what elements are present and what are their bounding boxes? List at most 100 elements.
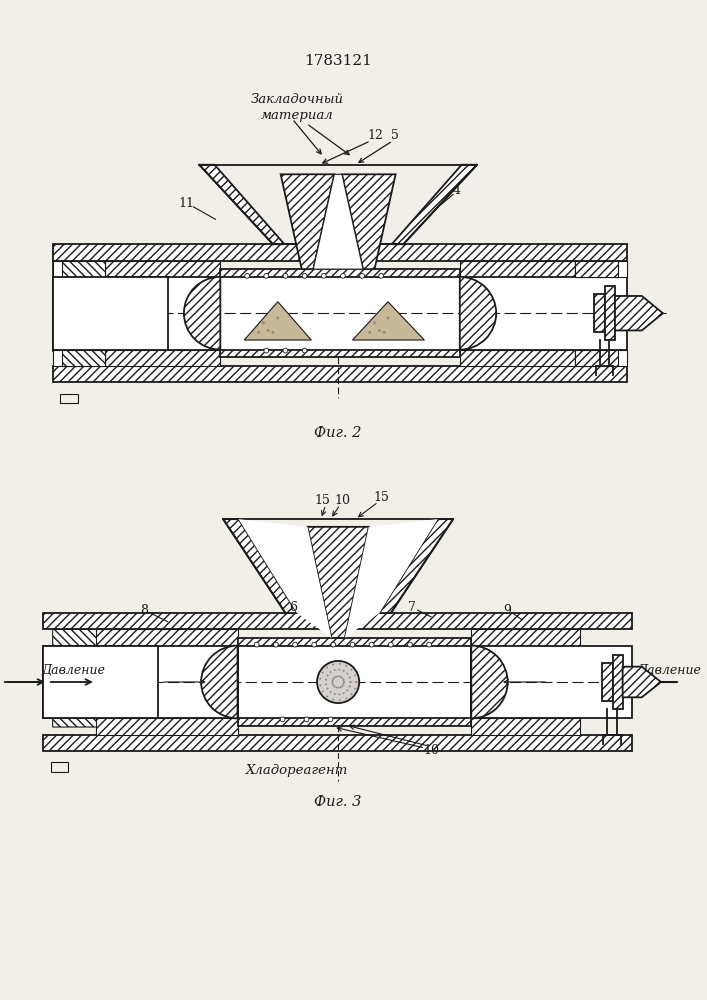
Polygon shape — [53, 277, 221, 350]
Wedge shape — [472, 646, 508, 718]
Text: 9: 9 — [504, 604, 512, 617]
Circle shape — [334, 686, 336, 688]
Polygon shape — [244, 302, 311, 340]
Circle shape — [373, 321, 376, 324]
Circle shape — [349, 686, 351, 687]
Polygon shape — [238, 718, 472, 726]
Circle shape — [378, 329, 381, 332]
Bar — [51, 762, 68, 772]
Polygon shape — [308, 527, 369, 638]
Circle shape — [322, 691, 324, 693]
Circle shape — [339, 663, 341, 665]
Polygon shape — [43, 735, 632, 751]
Polygon shape — [615, 296, 663, 330]
Polygon shape — [105, 350, 221, 366]
Text: 12: 12 — [368, 129, 383, 142]
Polygon shape — [53, 261, 105, 277]
Polygon shape — [221, 269, 460, 277]
Text: 6: 6 — [289, 601, 297, 614]
Circle shape — [350, 681, 351, 683]
Circle shape — [245, 273, 250, 278]
Circle shape — [276, 317, 279, 319]
Circle shape — [343, 670, 344, 672]
Circle shape — [356, 681, 357, 683]
Circle shape — [283, 348, 288, 353]
Polygon shape — [62, 261, 105, 277]
Circle shape — [341, 273, 345, 278]
Circle shape — [334, 676, 336, 678]
Circle shape — [280, 717, 285, 722]
Text: Фиг. 3: Фиг. 3 — [315, 795, 362, 809]
Circle shape — [341, 677, 344, 679]
Circle shape — [379, 273, 384, 278]
Circle shape — [320, 684, 321, 686]
Polygon shape — [460, 261, 575, 277]
Circle shape — [332, 699, 334, 700]
Circle shape — [341, 685, 344, 687]
Circle shape — [317, 661, 359, 703]
Circle shape — [368, 331, 371, 334]
Circle shape — [342, 679, 344, 681]
Circle shape — [331, 642, 336, 647]
Circle shape — [328, 717, 333, 722]
Wedge shape — [460, 277, 496, 350]
Polygon shape — [575, 261, 618, 277]
Polygon shape — [238, 519, 332, 638]
Polygon shape — [62, 350, 105, 366]
Circle shape — [351, 693, 353, 695]
Polygon shape — [575, 350, 618, 366]
Polygon shape — [353, 302, 424, 340]
Polygon shape — [53, 366, 627, 382]
Polygon shape — [238, 638, 472, 646]
Circle shape — [320, 678, 321, 680]
Circle shape — [346, 689, 349, 691]
Polygon shape — [313, 174, 363, 269]
Circle shape — [343, 681, 345, 683]
Circle shape — [326, 667, 328, 668]
Polygon shape — [392, 165, 477, 244]
Circle shape — [332, 680, 334, 682]
Circle shape — [334, 693, 336, 695]
Circle shape — [336, 676, 337, 677]
Polygon shape — [613, 655, 623, 709]
Circle shape — [339, 693, 340, 695]
Polygon shape — [95, 718, 238, 735]
Wedge shape — [201, 646, 238, 718]
Circle shape — [304, 717, 309, 722]
Polygon shape — [53, 277, 168, 350]
Circle shape — [354, 688, 356, 690]
Polygon shape — [223, 519, 297, 613]
Polygon shape — [238, 646, 472, 718]
Polygon shape — [43, 646, 238, 718]
Circle shape — [407, 642, 412, 647]
Circle shape — [267, 329, 269, 332]
Circle shape — [351, 669, 353, 671]
Circle shape — [274, 642, 279, 647]
Polygon shape — [460, 350, 575, 366]
Circle shape — [345, 665, 347, 667]
Polygon shape — [380, 519, 453, 613]
Polygon shape — [53, 350, 105, 366]
Circle shape — [329, 691, 332, 693]
Circle shape — [325, 683, 327, 685]
Text: Давление: Давление — [41, 664, 105, 677]
Circle shape — [339, 669, 340, 671]
Circle shape — [349, 677, 351, 678]
Circle shape — [343, 681, 345, 683]
Circle shape — [354, 674, 356, 676]
Circle shape — [360, 273, 365, 278]
Text: Хладореагент: Хладореагент — [246, 764, 348, 777]
Polygon shape — [53, 261, 177, 352]
Polygon shape — [472, 629, 580, 646]
Polygon shape — [281, 174, 334, 269]
Circle shape — [340, 676, 341, 678]
Circle shape — [329, 671, 332, 673]
Polygon shape — [53, 244, 627, 261]
Circle shape — [262, 321, 265, 324]
Circle shape — [325, 679, 327, 681]
Text: 11: 11 — [179, 197, 195, 210]
Text: 10: 10 — [335, 493, 351, 506]
Polygon shape — [342, 174, 396, 269]
Polygon shape — [53, 629, 168, 727]
Polygon shape — [472, 718, 580, 735]
